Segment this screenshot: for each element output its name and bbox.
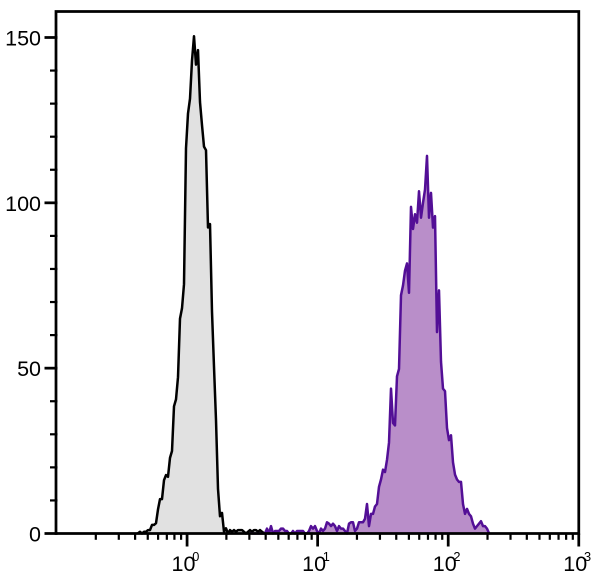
svg-text:50: 50 xyxy=(17,357,41,381)
svg-text:10: 10 xyxy=(433,552,457,576)
svg-text:10: 10 xyxy=(302,552,326,576)
svg-text:10: 10 xyxy=(563,552,587,576)
svg-text:0: 0 xyxy=(29,523,41,547)
svg-text:0: 0 xyxy=(192,549,199,564)
svg-text:2: 2 xyxy=(453,549,460,564)
svg-text:3: 3 xyxy=(584,549,591,564)
svg-text:1: 1 xyxy=(323,549,330,564)
svg-text:10: 10 xyxy=(172,552,196,576)
svg-text:100: 100 xyxy=(5,192,41,216)
svg-text:150: 150 xyxy=(5,27,41,51)
